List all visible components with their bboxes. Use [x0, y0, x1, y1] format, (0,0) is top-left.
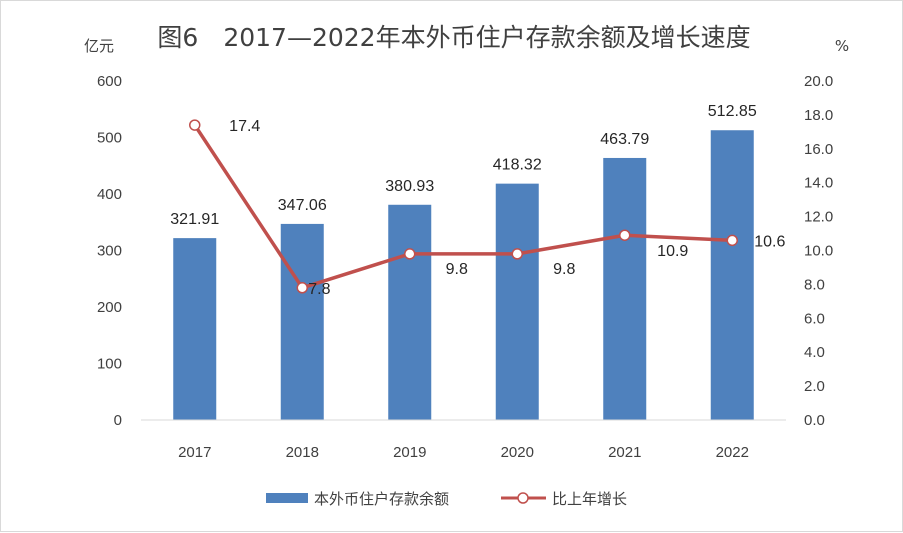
legend: 本外币住户存款余额 比上年增长: [266, 490, 627, 508]
y-right-tick-label: 12.0: [804, 209, 833, 226]
line-point: [189, 119, 201, 131]
right-axis-unit: %: [835, 37, 849, 55]
bar: [173, 238, 217, 420]
x-tick-label: 2020: [501, 444, 534, 461]
y-left-tick-label: 400: [97, 186, 122, 203]
x-tick-label: 2017: [178, 444, 211, 461]
x-tick-label: 2021: [608, 444, 641, 461]
bar-data-label: 463.79: [600, 131, 649, 148]
line-data-label: 10.9: [657, 243, 688, 260]
y-right-tick-label: 18.0: [804, 107, 833, 124]
line-point: [296, 282, 308, 294]
bar-data-label: 512.85: [708, 103, 757, 120]
y-left-tick-label: 600: [97, 73, 122, 90]
x-tick-label: 2019: [393, 444, 426, 461]
y-right-tick-label: 8.0: [804, 276, 825, 293]
x-tick-label: 2018: [286, 444, 319, 461]
bar: [388, 204, 432, 420]
bar-data-label: 347.06: [278, 197, 327, 214]
plot-area: 321.91 347.06 380.93 418.32 463.79 512.85 17.4…: [170, 103, 785, 420]
left-axis-unit: 亿元: [84, 37, 114, 55]
legend-bar-swatch: [266, 493, 308, 503]
line-point: [726, 234, 738, 247]
bar-data-label: 321.91: [170, 211, 219, 228]
line-data-label: 9.8: [446, 261, 468, 278]
y-right-tick-label: 14.0: [804, 175, 833, 192]
y-left-tick-label: 300: [97, 243, 122, 260]
y-right-tick-label: 0.0: [804, 412, 825, 429]
legend-line-marker: [517, 492, 529, 504]
y-right-tick-label: 10.0: [804, 243, 833, 260]
y-left-tick-label: 500: [97, 130, 122, 147]
y-right-tick-label: 16.0: [804, 141, 833, 158]
y-right-tick-label: 6.0: [804, 310, 825, 327]
chart-title: 图6 2017—2022年本外币住户存款余额及增长速度: [157, 23, 750, 52]
bar: [710, 130, 754, 420]
line-point: [619, 229, 631, 241]
line-point: [404, 248, 416, 260]
legend-bar-label: 本外币住户存款余额: [314, 490, 449, 508]
y-left-tick-label: 100: [97, 356, 122, 373]
x-tick-label: 2022: [716, 444, 749, 461]
y-left-tick-label: 0: [114, 412, 122, 429]
line-data-label: 7.8: [308, 281, 330, 298]
line-point: [511, 248, 523, 260]
y-right-tick-label: 4.0: [804, 344, 825, 361]
bar: [280, 223, 324, 420]
y-right-tick-label: 2.0: [804, 378, 825, 395]
bar: [603, 157, 647, 420]
legend-line-label: 比上年增长: [552, 490, 627, 508]
y-right-tick-label: 20.0: [804, 73, 833, 90]
line-data-label: 17.4: [229, 118, 260, 135]
line-data-label: 10.6: [754, 233, 785, 250]
bar-data-label: 380.93: [385, 178, 434, 195]
growth-line: [193, 124, 733, 290]
bar-data-label: 418.32: [493, 157, 542, 174]
y-left-tick-label: 200: [97, 299, 122, 316]
bar: [495, 183, 539, 420]
line-data-label: 9.8: [553, 261, 575, 278]
